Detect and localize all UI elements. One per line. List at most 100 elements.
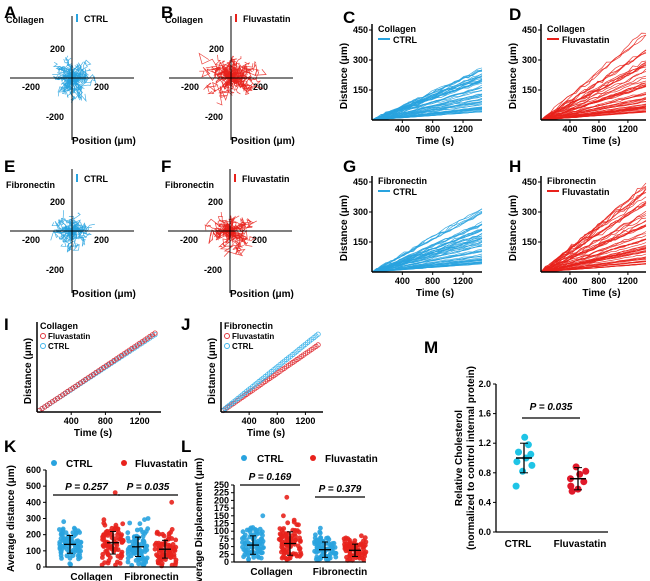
x-tick-label: 200 <box>252 235 267 245</box>
chart-title: Fibronectin <box>165 180 214 190</box>
track-line <box>66 230 75 253</box>
track-line <box>540 100 647 121</box>
data-point <box>76 548 82 553</box>
track-line <box>371 71 483 121</box>
data-point <box>102 560 107 565</box>
track-line <box>540 192 647 273</box>
legend-marker <box>224 333 230 339</box>
data-point <box>582 467 590 475</box>
x-tick-label: 1200 <box>453 276 473 286</box>
data-point <box>101 520 107 526</box>
track-line <box>371 90 483 121</box>
data-point <box>137 521 143 527</box>
data-point <box>284 536 290 542</box>
data-point <box>513 458 521 466</box>
track-line <box>540 260 647 273</box>
data-point <box>134 527 140 533</box>
p-value-label: P = 0.035 <box>530 402 573 413</box>
legend-label: Fluvastatin <box>242 174 290 184</box>
data-point <box>137 340 143 346</box>
data-point <box>144 555 150 561</box>
track-line <box>371 210 483 273</box>
data-point <box>285 520 291 526</box>
data-point <box>527 450 535 458</box>
data-point <box>173 537 179 543</box>
data-point <box>580 478 588 486</box>
y-tick-label: 25 <box>219 549 229 559</box>
data-point <box>156 547 162 552</box>
x-tick-label: 800 <box>591 276 606 286</box>
y-tick-label: 200 <box>208 197 223 207</box>
x-tick-label: 400 <box>562 124 577 134</box>
panel-label-e: E <box>4 157 15 176</box>
data-point <box>315 331 321 337</box>
legend-marker <box>310 455 316 461</box>
data-point <box>153 540 159 546</box>
data-point <box>152 330 158 336</box>
legend-marker <box>241 455 247 461</box>
data-point <box>158 542 163 548</box>
data-point <box>283 555 288 561</box>
y-tick-label: 450 <box>522 177 537 187</box>
category-label: CTRL <box>505 539 532 550</box>
data-point <box>313 532 318 538</box>
legend-label: CTRL <box>393 35 417 45</box>
data-point <box>260 513 266 519</box>
x-tick-label: 200 <box>94 235 109 245</box>
track-line <box>371 229 483 273</box>
category-label: Collagen <box>250 567 292 578</box>
y-tick-label: 200 <box>214 495 229 505</box>
x-tick-label: 1200 <box>618 276 638 286</box>
y-tick-label: 150 <box>353 237 368 247</box>
track-line <box>540 51 647 121</box>
y-tick-label: -200 <box>46 112 64 122</box>
legend-label: Fluvastatin <box>325 454 378 465</box>
data-point <box>347 552 353 558</box>
data-point <box>284 494 290 500</box>
y-axis-label: Average Displacement (μm) <box>194 458 205 581</box>
data-point <box>279 542 285 548</box>
track-line <box>540 32 647 121</box>
data-point <box>281 551 287 557</box>
data-point <box>116 529 121 535</box>
track-line <box>371 229 483 273</box>
legend-label: Fluvastatin <box>135 459 188 470</box>
legend-k: CTRL Fluvastatin <box>51 459 188 470</box>
legend-label: Fluvastatin <box>562 187 610 197</box>
data-point <box>324 535 329 541</box>
track-line <box>65 74 74 79</box>
y-tick-label: 200 <box>50 197 65 207</box>
track-line <box>540 61 647 121</box>
data-point <box>115 559 120 565</box>
track-line <box>71 68 92 79</box>
data-point <box>155 558 161 564</box>
data-point <box>143 529 149 534</box>
y-tick-label: 300 <box>353 55 368 65</box>
data-point <box>142 517 147 522</box>
data-point <box>100 555 105 560</box>
x-tick-label: 400 <box>562 276 577 286</box>
category-label: Fluvastatin <box>554 539 607 550</box>
data-point <box>152 546 158 552</box>
y-tick-label: 225 <box>214 488 229 498</box>
panel-label-l: L <box>181 437 191 456</box>
y-tick-label: 300 <box>522 207 537 217</box>
data-point <box>332 545 338 550</box>
p-value-label: P = 0.035 <box>127 482 170 493</box>
distance-plot-h: 400 800 1200 150 300 450 Time (s) Distance (μm)… <box>508 176 647 299</box>
data-point <box>289 533 295 539</box>
data-point <box>78 544 84 549</box>
track-line <box>371 238 483 273</box>
data-point <box>240 536 245 541</box>
panel-label-f: F <box>161 157 171 176</box>
y-tick-label: 75 <box>219 534 229 544</box>
track-line <box>540 233 647 273</box>
x-tick-label: 400 <box>242 416 257 426</box>
track-line <box>540 239 647 273</box>
x-tick-label: -200 <box>22 235 40 245</box>
track-line <box>371 263 483 273</box>
category-label: Fibronectin <box>313 567 367 578</box>
chart-title: Collagen <box>40 321 78 331</box>
y-tick-label: 125 <box>214 519 229 529</box>
panel-label-k: K <box>4 437 17 456</box>
